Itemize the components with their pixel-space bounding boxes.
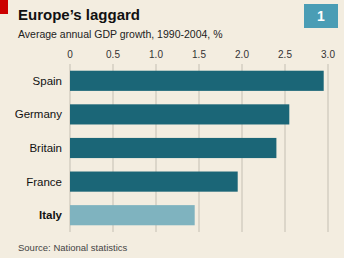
source: Source: National statistics: [18, 242, 128, 253]
grid-line: [328, 64, 329, 232]
bar: [70, 205, 195, 225]
category-label: Italy: [39, 209, 63, 221]
bar: [70, 71, 324, 91]
tick-label: 2.5: [278, 49, 292, 60]
background: [0, 0, 344, 258]
category-label: Spain: [33, 75, 62, 87]
tick-label: 1.5: [192, 49, 206, 60]
category-label: France: [26, 176, 62, 188]
bar: [70, 138, 276, 158]
tick-label: 0: [67, 49, 73, 60]
category-label: Britain: [29, 142, 62, 154]
title: Europe’s laggard: [18, 6, 140, 23]
tick-label: 3.0: [321, 49, 335, 60]
number-box: [304, 4, 338, 28]
chart-number: 1: [317, 8, 325, 24]
bar: [70, 172, 238, 192]
bars: [70, 71, 324, 226]
tick-label: 2.0: [235, 49, 249, 60]
tick-label: 1.0: [149, 49, 163, 60]
category-label: Germany: [15, 108, 63, 120]
tick-label: 0.5: [106, 49, 120, 60]
accent: [0, 0, 8, 14]
subtitle: Average annual GDP growth, 1990-2004, %: [18, 28, 223, 40]
bar: [70, 104, 289, 124]
grid: [70, 64, 328, 232]
chart: Europe’s laggard Average annual GDP growt…: [0, 0, 344, 258]
